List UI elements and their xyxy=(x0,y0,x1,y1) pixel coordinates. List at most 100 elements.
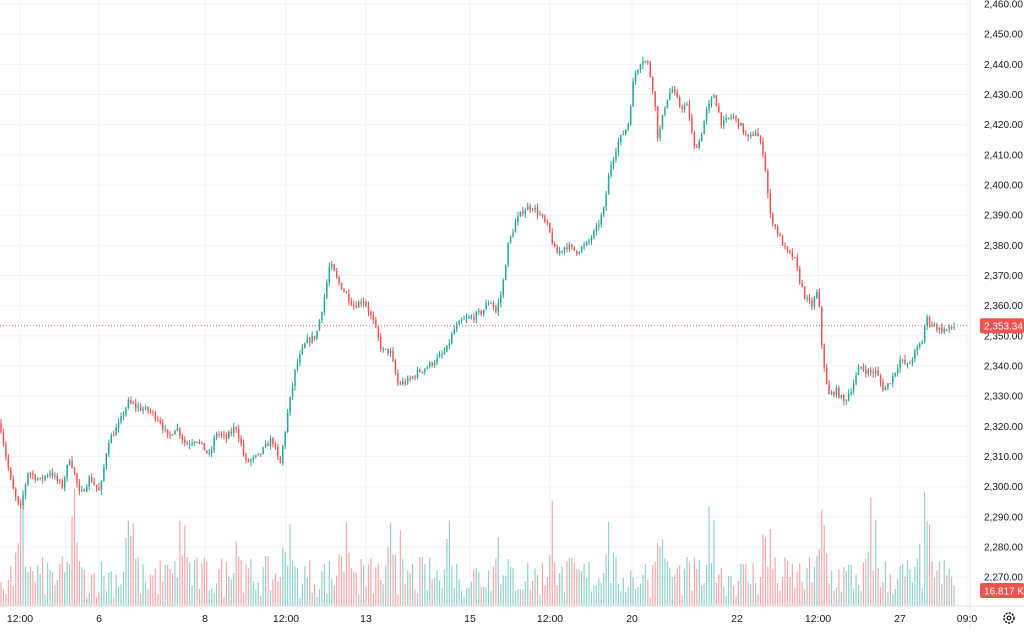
volume-bar xyxy=(781,576,784,606)
candle-body-up xyxy=(598,224,600,227)
volume-bar xyxy=(914,567,916,606)
volume-bar xyxy=(679,565,681,606)
candle-body-down xyxy=(522,211,524,214)
price-axis[interactable]: 2,460.00 2,450.00 2,440.00 2,430.00 2,420.00… xyxy=(969,0,1023,629)
volume-bar xyxy=(627,587,629,606)
price-tick-label: 2,350.00 xyxy=(984,331,1023,342)
volume-bar xyxy=(943,560,945,606)
candle-body-down xyxy=(553,243,556,247)
candle-body-up xyxy=(914,350,916,360)
volume-bar xyxy=(755,583,757,606)
volume-bar xyxy=(608,521,610,606)
candle-body-up xyxy=(176,428,179,431)
volume-bar xyxy=(336,575,338,606)
candle-body-up xyxy=(620,134,622,142)
candle-body-down xyxy=(821,306,823,346)
volume-bar xyxy=(490,591,492,606)
volume-bar xyxy=(49,570,51,606)
candle-body-down xyxy=(404,381,406,384)
candle-body-up xyxy=(600,214,602,225)
candle-body-down xyxy=(259,453,262,455)
volume-bar xyxy=(487,570,490,606)
volume-bar xyxy=(808,556,811,606)
candle-body-up xyxy=(468,317,470,319)
volume-bar xyxy=(54,584,56,606)
volume-bar xyxy=(546,577,548,606)
volume-bar xyxy=(17,543,19,606)
volume-bar xyxy=(448,520,450,606)
volume-bar xyxy=(115,574,117,606)
candle-body-up xyxy=(490,302,492,304)
price-tick-label: 2,370.00 xyxy=(984,271,1023,282)
volume-bar xyxy=(541,562,544,606)
volume-bar xyxy=(507,559,509,606)
volume-bar xyxy=(451,565,453,606)
price-tick-label: 2,410.00 xyxy=(984,150,1023,161)
volume-bar xyxy=(456,563,458,606)
candle-body-down xyxy=(541,214,544,217)
time-tick-label: 20 xyxy=(626,613,638,625)
candle-body-up xyxy=(213,437,215,451)
volume-bar xyxy=(752,563,754,606)
volume-bar xyxy=(549,555,551,606)
volume-bar xyxy=(159,560,161,606)
volume-bar xyxy=(424,563,426,606)
volume-bar xyxy=(877,568,879,606)
candle-body-up xyxy=(632,81,634,107)
candle-body-down xyxy=(78,483,81,491)
volume-bar xyxy=(250,559,252,606)
candle-body-up xyxy=(607,175,610,195)
candle-body-down xyxy=(656,106,659,138)
candle-body-down xyxy=(184,439,186,443)
candle-body-down xyxy=(772,213,774,225)
candle-body-up xyxy=(436,357,438,364)
volume-bar xyxy=(184,525,186,606)
candle-body-up xyxy=(331,264,333,267)
volume-bar xyxy=(928,524,931,606)
candle-body-up xyxy=(125,407,127,415)
candle-body-down xyxy=(240,438,242,444)
candle-body-down xyxy=(152,411,154,413)
volume-bar xyxy=(576,569,578,606)
volume-bar xyxy=(436,570,438,606)
candle-body-up xyxy=(215,433,218,438)
volume-bar xyxy=(203,557,205,606)
candle-body-down xyxy=(928,316,931,324)
candle-body-down xyxy=(181,435,184,440)
volume-bar xyxy=(402,559,404,606)
volume-bar xyxy=(850,564,852,606)
volume-bar xyxy=(713,520,715,606)
candle-body-down xyxy=(399,383,402,385)
volume-bar xyxy=(294,566,296,606)
volume-bar xyxy=(12,586,14,606)
time-axis[interactable]: 12:00 6 8 12:00 13 15 12:00 20 22 12:00 27 09:0 xyxy=(0,605,1024,625)
volume-bar xyxy=(414,589,416,606)
candle-body-up xyxy=(916,346,919,351)
volume-bar xyxy=(328,560,330,606)
candle-body-down xyxy=(688,104,691,118)
time-tick-label: 22 xyxy=(731,613,743,625)
chart-settings-button[interactable] xyxy=(1003,612,1015,624)
candle-body-up xyxy=(411,376,414,379)
candle-body-down xyxy=(838,387,840,398)
candle-body-up xyxy=(110,435,112,444)
candle-body-down xyxy=(742,123,745,133)
volume-bar xyxy=(37,564,39,606)
volume-bar xyxy=(56,580,58,606)
volume-bar xyxy=(162,581,164,606)
candle-body-up xyxy=(948,326,950,330)
volume-bar xyxy=(588,562,590,606)
volume-bar xyxy=(468,587,470,606)
candle-body-down xyxy=(397,373,399,384)
price-tick-label: 2,440.00 xyxy=(984,60,1023,71)
volume-bar xyxy=(688,562,691,606)
time-tick-label: 27 xyxy=(894,613,906,625)
volume-bar xyxy=(559,573,561,606)
candle-body-down xyxy=(492,302,495,308)
candle-body-up xyxy=(710,97,713,104)
price-tick-label: 2,300.00 xyxy=(984,482,1023,493)
volume-bar xyxy=(806,568,808,606)
volume-bar xyxy=(566,561,568,606)
